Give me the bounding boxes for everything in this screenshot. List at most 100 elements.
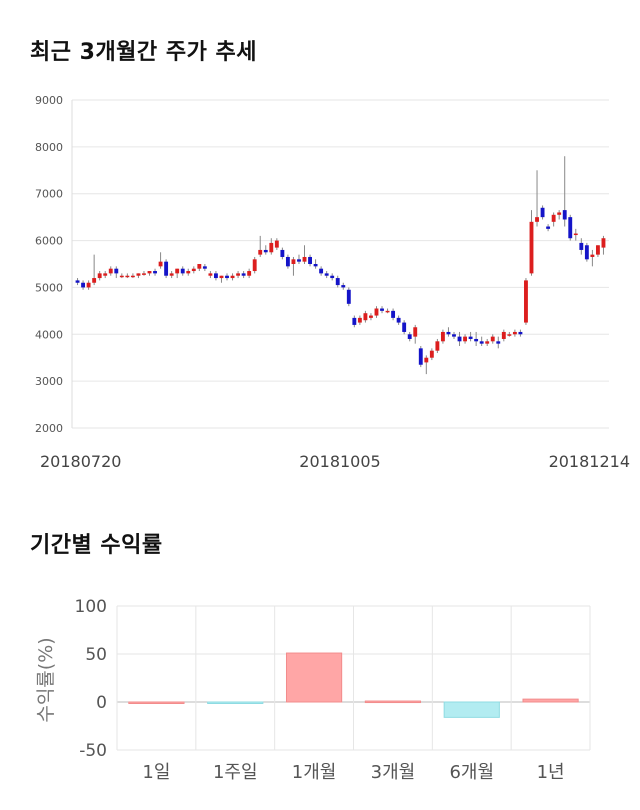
candle: [119, 273, 124, 279]
candle: [518, 329, 523, 337]
candle: [214, 271, 218, 281]
candle: [341, 282, 346, 290]
candle: [258, 235, 263, 257]
candle: [313, 259, 318, 269]
candle: [324, 271, 329, 279]
candle-body: [225, 275, 229, 279]
candle: [562, 156, 567, 227]
candle-body: [357, 317, 362, 323]
candle-body: [391, 310, 396, 318]
candle: [512, 329, 517, 337]
candle-body: [269, 242, 274, 253]
bar-y-axis-label: 수익률(%): [35, 637, 57, 722]
candle: [385, 308, 390, 314]
candle: [92, 254, 97, 286]
candle-body: [540, 207, 545, 218]
candle-body: [512, 331, 517, 335]
candle-body: [346, 289, 351, 304]
candle: [369, 313, 373, 321]
candle: [125, 273, 130, 279]
candle-body: [324, 273, 329, 276]
candle: [97, 271, 102, 281]
candle: [446, 327, 451, 337]
candle-body: [369, 315, 373, 318]
candle: [274, 238, 279, 250]
bar-category-label: 1주일: [213, 762, 258, 783]
candle-body: [258, 249, 263, 255]
candle: [142, 271, 146, 276]
candle-body: [452, 334, 456, 337]
candle: [263, 245, 268, 255]
candle-body: [374, 308, 379, 316]
candle-x-axis: 20180720 20181005 20181214: [40, 452, 630, 471]
candle-y-axis: 2000 3000 4000 5000 6000 7000 8000 9000: [35, 94, 63, 435]
returns-title: 기간별 수익률: [30, 533, 163, 558]
candle-body: [562, 210, 567, 220]
candle: [352, 315, 357, 328]
candle: [374, 306, 379, 318]
return-bar: [443, 701, 500, 718]
candle-body: [341, 285, 346, 288]
candle-body: [335, 278, 340, 286]
candle: [191, 266, 196, 274]
candle-body: [191, 268, 196, 272]
candle-body: [402, 322, 407, 332]
candle-body: [507, 334, 512, 336]
candle-body: [81, 282, 86, 288]
candle: [202, 264, 207, 272]
candle: [440, 329, 445, 344]
candle: [136, 273, 141, 279]
candle-body: [319, 268, 324, 274]
candle: [180, 266, 185, 276]
candle-body: [385, 310, 390, 313]
candle-body: [380, 308, 384, 311]
candle-body: [457, 336, 462, 342]
bar-y-tick: 50: [85, 645, 107, 665]
candle-body: [518, 331, 523, 335]
candle-body: [230, 275, 235, 279]
bar-y-tick: -50: [79, 741, 107, 761]
return-bar: [522, 698, 579, 703]
candle-x-label: 20181214: [549, 452, 630, 471]
candle-body: [601, 238, 606, 248]
candle-y-tick: 2000: [35, 422, 63, 435]
candle-body: [285, 256, 290, 267]
candle: [457, 331, 462, 346]
candle-body: [440, 331, 445, 342]
candle-body: [595, 245, 600, 255]
candle: [490, 334, 495, 344]
candle-y-tick: 6000: [35, 235, 63, 248]
candle: [75, 278, 80, 286]
candle: [435, 338, 440, 354]
candle-body: [524, 280, 528, 323]
candle: [391, 308, 396, 321]
bar-grid: [116, 605, 591, 751]
candle: [219, 275, 224, 283]
candle-body: [584, 245, 589, 260]
candle-body: [496, 341, 501, 344]
candle: [396, 315, 401, 325]
candle-y-tick: 3000: [35, 375, 63, 388]
candle-body: [302, 256, 307, 262]
candle-x-label: 20181005: [299, 452, 380, 471]
price-trend-title: 최근 3개월간 주가 추세: [30, 40, 257, 65]
candle-body: [125, 275, 130, 278]
candle-body: [413, 327, 418, 337]
candle: [496, 336, 501, 349]
candle: [252, 256, 257, 274]
candle: [474, 331, 479, 346]
candle: [363, 310, 368, 323]
candle-body: [429, 350, 434, 358]
candle-body: [568, 217, 573, 239]
candle: [291, 256, 296, 276]
candle: [208, 271, 213, 279]
candle-body: [573, 233, 578, 236]
candle: [546, 224, 551, 232]
candle: [413, 324, 418, 344]
candle: [452, 331, 456, 339]
candle: [285, 254, 290, 269]
candle-body: [424, 357, 429, 363]
bar-category-label: 6개월: [449, 762, 494, 783]
candle: [158, 252, 163, 269]
candle-body: [136, 273, 141, 276]
